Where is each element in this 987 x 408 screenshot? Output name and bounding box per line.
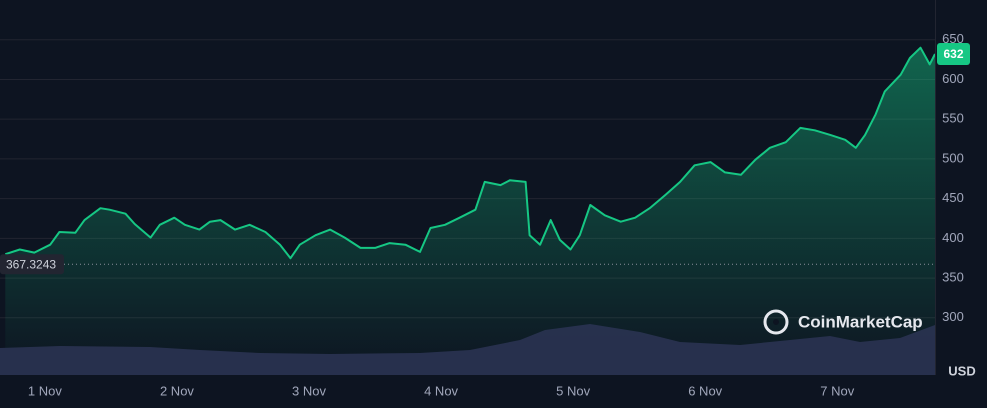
x-tick-label: 1 Nov <box>28 383 62 398</box>
y-tick-label: 500 <box>942 150 964 165</box>
y-tick-label: 450 <box>942 190 964 205</box>
reference-tag <box>0 254 64 275</box>
y-tick-label: 300 <box>942 309 964 324</box>
price-area <box>5 47 936 375</box>
y-tick-label: 550 <box>942 111 964 126</box>
y-tick-label: 600 <box>942 71 964 86</box>
y-tick-label: 400 <box>942 230 964 245</box>
x-tick-label: 5 Nov <box>556 383 590 398</box>
y-tick-label: 650 <box>942 31 964 46</box>
price-line <box>4 46 936 260</box>
x-tick-label: 2 Nov <box>160 383 194 398</box>
x-tick-label: 7 Nov <box>820 383 854 398</box>
x-tick-label: 4 Nov <box>424 383 458 398</box>
watermark: CoinMarketCap <box>763 309 923 335</box>
x-tick-label: 6 Nov <box>688 383 722 398</box>
volume-bars <box>0 324 935 375</box>
watermark-text: CoinMarketCap <box>798 312 923 331</box>
price-tag <box>937 43 970 66</box>
price-tag-label: 632 <box>943 47 963 61</box>
y-tick-label: 350 <box>942 270 964 285</box>
reference-label: 367.3243 <box>6 257 56 271</box>
currency-label: USD <box>948 363 975 378</box>
x-tick-label: 3 Nov <box>292 383 326 398</box>
